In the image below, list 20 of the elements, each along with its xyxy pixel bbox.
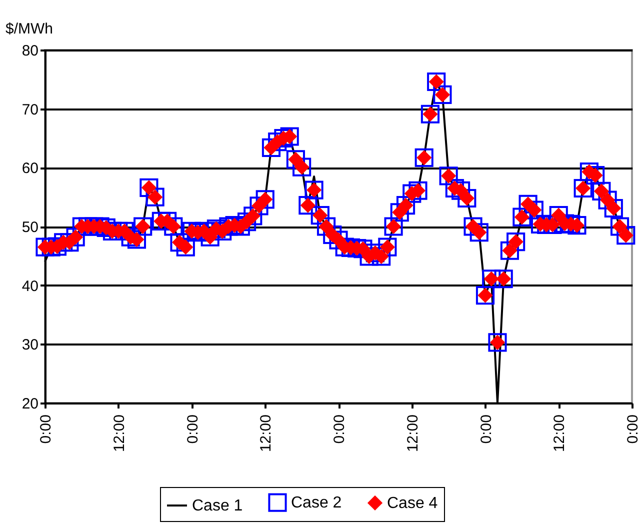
- x-tick-label: 0:00: [38, 414, 54, 444]
- y-tick-label: 40: [22, 278, 38, 295]
- y-tick-label: 50: [22, 219, 38, 236]
- x-tick-label: 12:00: [258, 414, 275, 452]
- y-tick-label: 60: [22, 160, 38, 178]
- legend-label: Case 4: [387, 494, 438, 512]
- x-tick-label: 0:00: [624, 414, 640, 444]
- x-tick-label: 12:00: [110, 414, 128, 452]
- legend-label: Case 2: [291, 494, 342, 512]
- x-tick-label: 0:00: [184, 414, 202, 444]
- x-tick-label: 0:00: [478, 414, 495, 444]
- y-axis-title: $/MWh: [6, 20, 54, 38]
- legend-label: Case 1: [192, 498, 243, 514]
- x-tick-label: 0:00: [331, 414, 348, 444]
- x-tick-label: 12:00: [404, 414, 422, 452]
- y-tick-label: 20: [22, 396, 38, 412]
- y-tick-label: 30: [22, 336, 38, 354]
- x-tick-label: 12:00: [551, 414, 568, 452]
- y-tick-label: 80: [22, 42, 38, 60]
- y-tick-label: 70: [22, 101, 38, 118]
